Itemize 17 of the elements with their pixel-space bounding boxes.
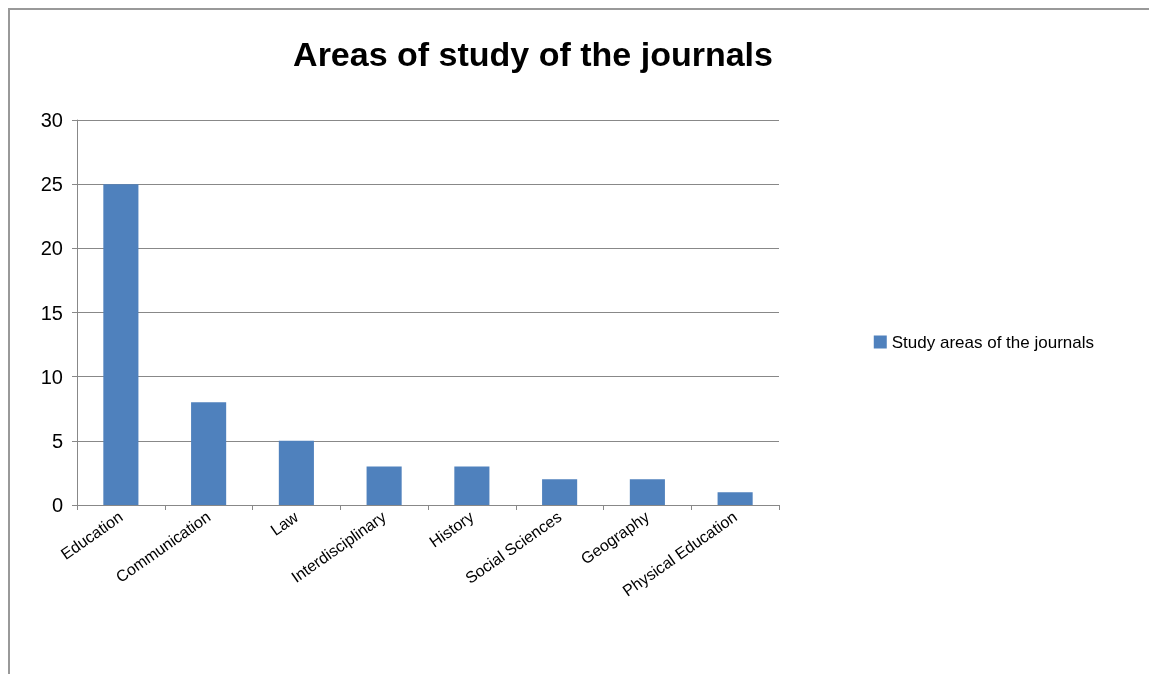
legend-label: Study areas of the journals bbox=[891, 332, 1094, 352]
bar bbox=[278, 440, 314, 505]
bar bbox=[366, 466, 402, 505]
bar bbox=[103, 184, 139, 505]
y-tick-label: 20 bbox=[40, 237, 63, 260]
bar bbox=[717, 492, 753, 505]
y-tick-label: 0 bbox=[51, 494, 63, 516]
bar bbox=[542, 479, 578, 505]
y-tick-label: 25 bbox=[40, 173, 63, 196]
y-tick-label: 15 bbox=[40, 301, 63, 324]
bar bbox=[454, 466, 490, 505]
chart-title: Areas of study of the journals bbox=[293, 35, 773, 73]
bar bbox=[629, 479, 665, 505]
bar bbox=[191, 402, 227, 505]
y-tick-label: 10 bbox=[40, 365, 63, 388]
y-tick-label: 5 bbox=[51, 429, 63, 452]
y-tick-label: 30 bbox=[40, 109, 63, 131]
